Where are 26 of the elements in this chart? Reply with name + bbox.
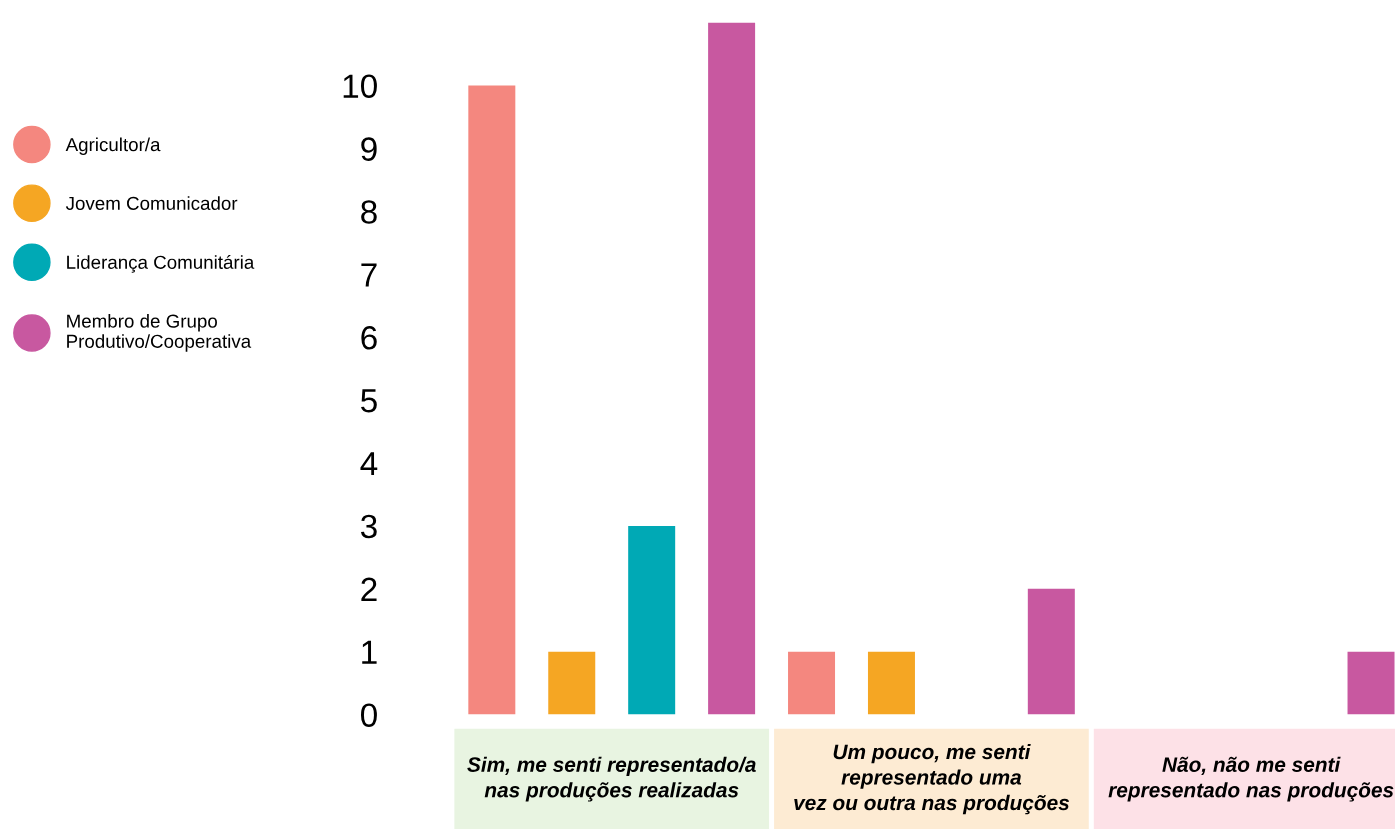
y-tick-label: 10 [343, 74, 377, 99]
x-tick-label: Um pouco, me senti representado uma vez ou outra nas produções [794, 743, 1070, 815]
y-tick-label: 4 [360, 452, 378, 476]
y-tick-label: 5 [361, 389, 377, 413]
y-tick-label: 8 [361, 200, 377, 224]
legend-label: Jovem Comunicador [65, 196, 238, 210]
bar [468, 85, 516, 715]
bar [1347, 651, 1395, 715]
legend-label: Agricultor/a [65, 137, 161, 155]
bar [708, 22, 756, 715]
bar [788, 651, 836, 715]
legend-label: Liderança Comunitária [67, 254, 255, 273]
y-tick-label: 1 [362, 640, 377, 664]
bar [628, 525, 676, 715]
y-tick-label: 6 [361, 326, 377, 350]
bar [1027, 588, 1075, 715]
bar [548, 651, 596, 715]
y-tick-label: 7 [361, 263, 377, 287]
y-tick-label: 2 [361, 577, 377, 601]
y-tick-label: 3 [360, 514, 377, 539]
bar [867, 651, 915, 715]
x-tick-label: Sim, me senti representado/a nas produções realizadas [467, 756, 756, 802]
legend-label: Membro de Grupo Produtivo/Cooperativa [67, 313, 252, 352]
y-tick-label: 9 [361, 137, 377, 161]
y-tick-label: 0 [360, 703, 377, 727]
x-tick-label: Não, não me senti representado nas produções [1108, 756, 1394, 802]
